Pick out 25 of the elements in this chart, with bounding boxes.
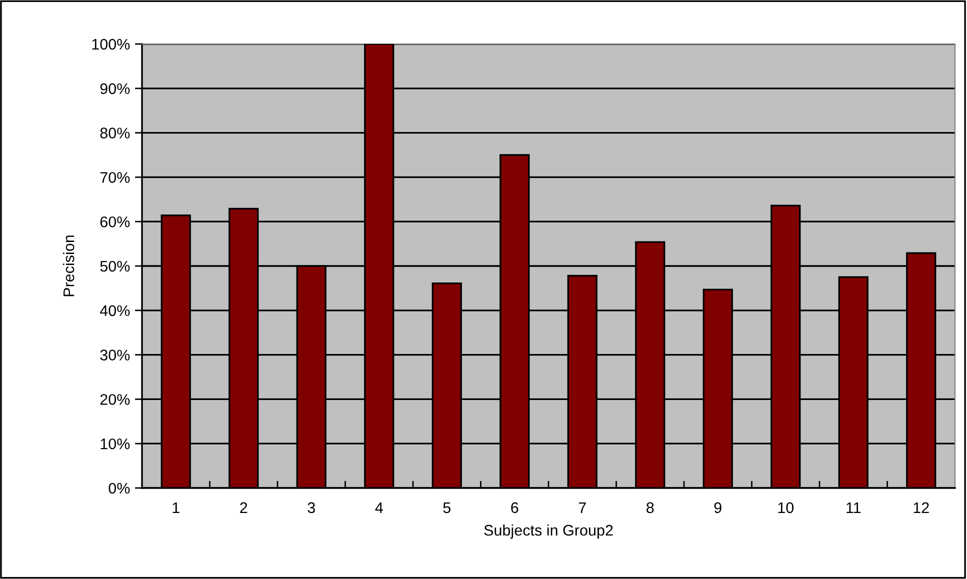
x-tick-label: 4 [375,502,383,513]
x-tick-label: 5 [443,502,450,514]
x-tick-label: 9 [714,502,722,514]
y-tick-label: 30% [100,350,130,360]
x-tick-label: 3 [308,502,315,514]
y-axis-title: Precision [62,236,74,296]
y-tick-label: 20% [100,394,130,405]
x-tick-label: 6 [511,502,518,514]
y-tick-label: 50% [100,260,130,272]
x-tick-label: 8 [646,502,654,514]
y-tick-label: 10% [100,438,130,450]
y-tick-label: 90% [100,83,130,94]
y-tick-label: 70% [100,172,130,183]
x-tick-label: 7 [578,502,586,513]
y-tick-label: 80% [100,128,130,138]
x-tick-label: 10 [778,502,794,514]
y-tick-label: 40% [100,305,130,316]
y-tick-label: 0% [108,482,130,494]
x-tick-label: 12 [914,502,929,513]
x-tick-label: 1 [172,502,180,513]
y-tick-label: 60% [100,216,130,228]
x-axis-title: Subjects in Group2 [484,524,613,539]
x-tick-label: 2 [240,502,248,513]
x-tick-label: 11 [846,502,861,513]
y-tick-label: 100% [92,38,130,50]
